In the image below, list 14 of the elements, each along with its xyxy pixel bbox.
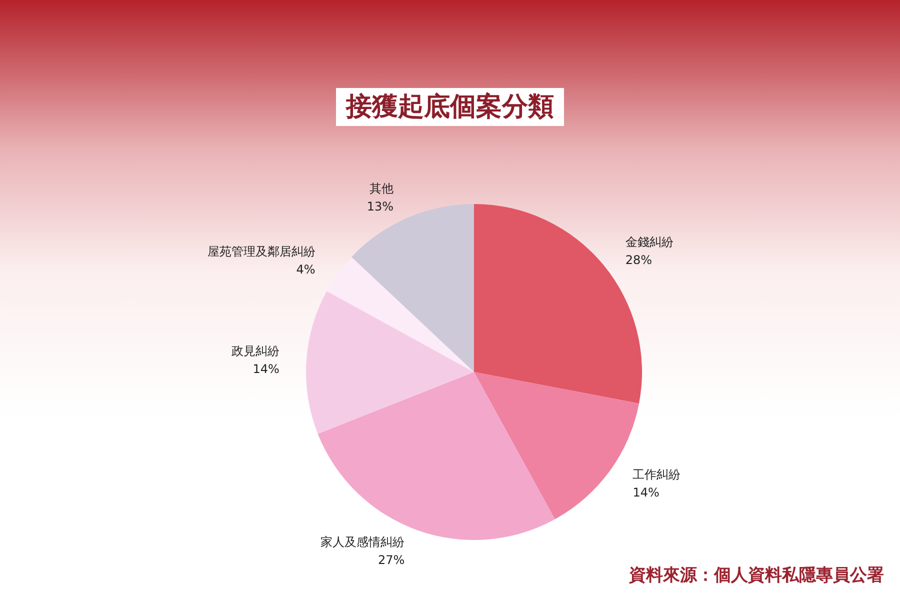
data-label: 13% [366,200,394,214]
chart-title: 接獲起底個案分類 [345,92,554,122]
data-label: 14% [252,362,280,376]
slice-label: 屋苑管理及鄰居糾紛 [207,244,316,258]
slice-label: 政見糾紛 [231,344,280,358]
slice-label: 金錢糾紛 [625,234,674,249]
data-label: 28% [625,252,652,267]
data-label: 14% [632,486,660,500]
slice-label: 工作糾紛 [632,468,681,482]
slice-label: 其他 [370,182,394,196]
data-label: 4% [296,262,316,276]
data-label: 27% [378,552,405,567]
slice-label: 家人及感情糾紛 [320,534,405,549]
source-note: 資料來源：個人資料私隱專員公署 [628,566,884,586]
